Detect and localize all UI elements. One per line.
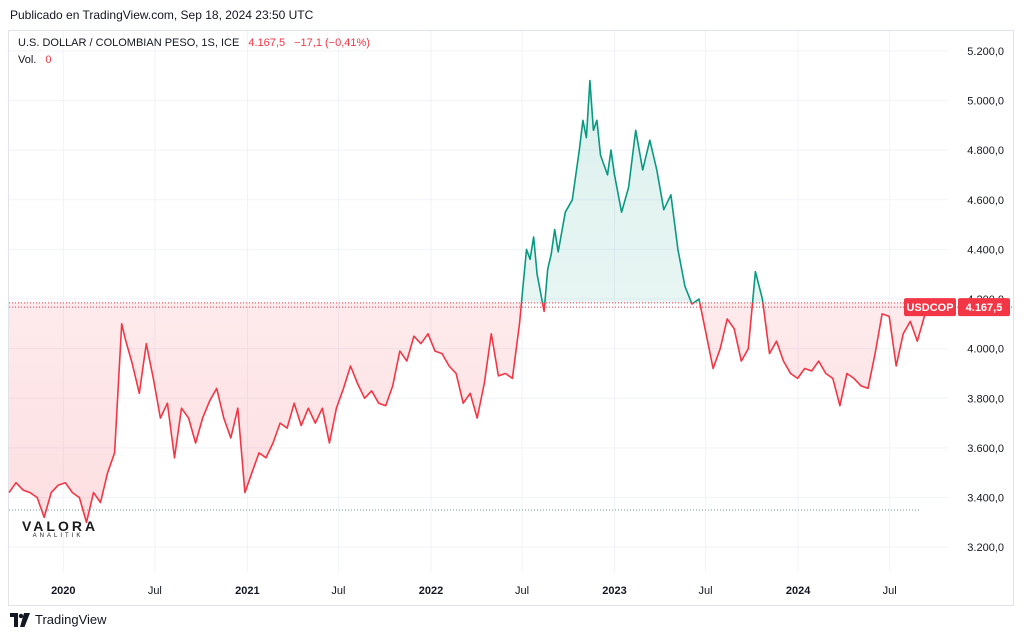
chart-legend: U.S. DOLLAR / COLOMBIAN PESO, 1S, ICE 4.…	[18, 35, 370, 69]
last-price: 4.167,5	[248, 37, 286, 49]
series-line-below	[8, 302, 929, 524]
y-tick-label: 3.200,0	[967, 542, 1004, 554]
x-tick-label: Jul	[515, 585, 529, 597]
symbol-tag-label: USDCOP	[906, 302, 953, 314]
y-tick-label: 4.400,0	[967, 244, 1004, 256]
watermark-brand: VALORA	[22, 518, 99, 534]
x-tick-label: 2021	[235, 585, 259, 597]
series-line-above	[520, 79, 764, 303]
price-tag	[958, 298, 1010, 317]
y-tick-label: 4.600,0	[967, 195, 1004, 207]
symbol-tag	[904, 298, 956, 317]
y-tick-label: 3.600,0	[967, 443, 1004, 455]
x-tick-label: 2022	[419, 585, 443, 597]
footer-brand: TradingView	[35, 612, 107, 627]
x-tick-label: Jul	[883, 585, 897, 597]
watermark-sub: ANALITIK	[32, 533, 84, 539]
publish-info: Publicado en TradingView.com, Sep 18, 20…	[10, 8, 314, 22]
tradingview-logo-icon	[10, 612, 30, 627]
tradingview-footer[interactable]: TradingView	[10, 612, 107, 627]
volume-label: Vol.	[18, 54, 37, 66]
price-tag-label: 4.167,5	[966, 302, 1003, 314]
x-tick-label: 2020	[51, 585, 75, 597]
area-fill-below	[9, 302, 928, 523]
valora-watermark: VALORA ANALITIK	[22, 518, 99, 539]
price-change: −17,1 (−0,41%)	[294, 37, 370, 49]
y-tick-label: 3.800,0	[967, 393, 1004, 405]
volume-value: 0	[45, 54, 52, 66]
symbol-title: U.S. DOLLAR / COLOMBIAN PESO, 1S, ICE	[18, 37, 240, 49]
x-tick-label: Jul	[331, 585, 345, 597]
x-tick-label: 2023	[602, 585, 626, 597]
x-tick-label: Jul	[148, 585, 162, 597]
y-tick-label: 4.800,0	[967, 145, 1004, 157]
area-fill-above	[9, 80, 928, 303]
x-tick-label: Jul	[699, 585, 713, 597]
y-tick-label: 3.400,0	[967, 493, 1004, 505]
y-tick-label: 5.200,0	[967, 46, 1004, 58]
x-tick-label: 2024	[786, 585, 811, 597]
y-tick-label: 5.000,0	[967, 95, 1004, 107]
chart-frame	[8, 30, 1014, 606]
y-tick-label: 4.000,0	[967, 344, 1004, 356]
